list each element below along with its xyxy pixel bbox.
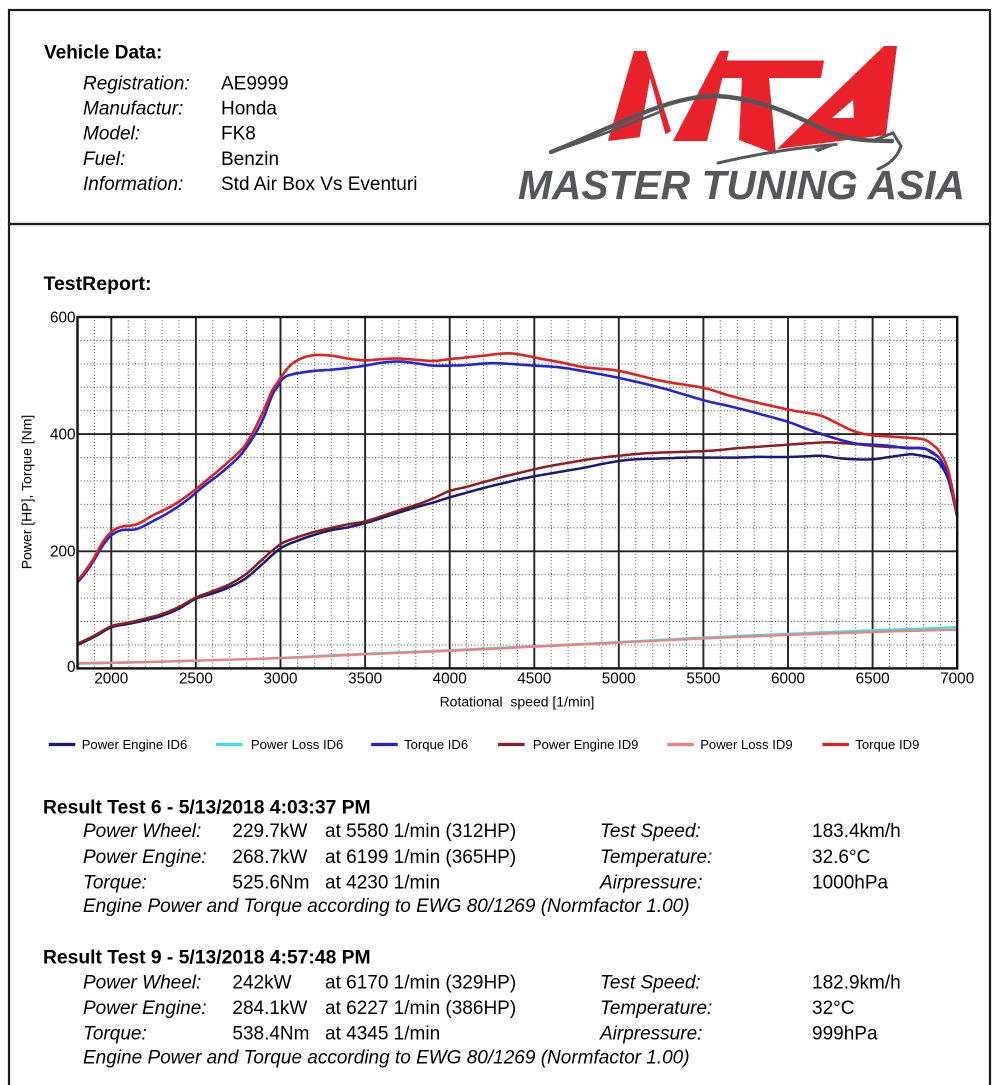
svg-text:538.4Nm: 538.4Nm	[232, 1024, 309, 1045]
svg-text:Airpressure:: Airpressure:	[599, 1024, 702, 1045]
svg-text:Power Engine:: Power Engine:	[83, 847, 207, 868]
svg-text:242kW: 242kW	[232, 973, 291, 994]
svg-text:TestReport:: TestReport:	[44, 273, 152, 295]
svg-text:1000hPa: 1000hPa	[812, 873, 889, 894]
svg-text:32°C: 32°C	[812, 998, 854, 1019]
svg-text:Test Speed:: Test Speed:	[600, 821, 701, 842]
svg-text:Honda: Honda	[221, 99, 277, 120]
svg-text:Model:: Model:	[83, 124, 140, 145]
svg-text:Torque:: Torque:	[83, 1024, 147, 1045]
svg-text:at 5580 1/min (312HP): at 5580 1/min (312HP)	[325, 821, 516, 842]
svg-text:at 6227 1/min (386HP): at 6227 1/min (386HP)	[325, 998, 516, 1019]
svg-text:Power Engine ID9: Power Engine ID9	[533, 737, 639, 752]
svg-text:Temperature:: Temperature:	[600, 998, 712, 1019]
svg-text:Benzin: Benzin	[221, 149, 279, 170]
svg-text:Power Loss ID6: Power Loss ID6	[251, 737, 343, 752]
svg-text:Power Wheel:: Power Wheel:	[83, 973, 201, 994]
svg-text:Power [HP], Torque [Nm]: Power [HP], Torque [Nm]	[19, 415, 35, 570]
svg-text:525.6Nm: 525.6Nm	[232, 873, 309, 894]
svg-text:Result Test 6 - 5/13/2018 4:03: Result Test 6 - 5/13/2018 4:03:37 PM	[43, 798, 371, 819]
svg-text:Power Loss ID9: Power Loss ID9	[700, 737, 792, 752]
svg-text:600: 600	[50, 309, 76, 326]
svg-text:0: 0	[67, 659, 76, 676]
svg-text:AE9999: AE9999	[221, 73, 289, 94]
svg-text:7000: 7000	[940, 671, 974, 688]
svg-text:at 6170 1/min (329HP): at 6170 1/min (329HP)	[325, 973, 516, 994]
svg-text:999hPa: 999hPa	[812, 1024, 878, 1045]
svg-text:Std Air Box Vs Eventuri: Std Air Box Vs Eventuri	[221, 174, 417, 195]
svg-text:32.6°C: 32.6°C	[812, 847, 870, 868]
svg-text:Torque ID9: Torque ID9	[855, 737, 919, 752]
svg-text:FK8: FK8	[221, 124, 256, 145]
svg-text:Information:: Information:	[83, 174, 183, 195]
svg-text:Result Test 9 - 5/13/2018 4:57: Result Test 9 - 5/13/2018 4:57:48 PM	[43, 948, 371, 969]
svg-text:229.7kW: 229.7kW	[232, 821, 307, 842]
svg-text:200: 200	[50, 544, 76, 561]
svg-text:3500: 3500	[348, 671, 382, 688]
svg-text:6000: 6000	[771, 671, 805, 688]
svg-text:4000: 4000	[433, 671, 467, 688]
svg-text:at 4230 1/min: at 4230 1/min	[325, 873, 440, 894]
svg-text:2000: 2000	[94, 671, 128, 688]
svg-text:at 6199 1/min (365HP): at 6199 1/min (365HP)	[325, 847, 516, 868]
svg-text:Registration:: Registration:	[83, 73, 190, 94]
svg-text:4500: 4500	[517, 671, 551, 688]
svg-text:at 4345 1/min: at 4345 1/min	[325, 1024, 440, 1045]
svg-text:284.1kW: 284.1kW	[232, 998, 307, 1019]
svg-text:268.7kW: 268.7kW	[232, 847, 307, 868]
svg-text:183.4km/h: 183.4km/h	[812, 821, 901, 842]
svg-text:5000: 5000	[602, 671, 636, 688]
svg-text:Power Wheel:: Power Wheel:	[83, 821, 201, 842]
svg-text:Fuel:: Fuel:	[83, 149, 125, 170]
svg-text:Airpressure:: Airpressure:	[599, 873, 702, 894]
svg-text:Temperature:: Temperature:	[600, 847, 712, 868]
svg-text:400: 400	[50, 427, 76, 444]
svg-text:5500: 5500	[686, 671, 720, 688]
svg-text:MASTER TUNING ASIA: MASTER TUNING ASIA	[518, 162, 965, 208]
svg-text:Engine Power and Torque accord: Engine Power and Torque according to EWG…	[83, 896, 690, 917]
svg-text:182.9km/h: 182.9km/h	[812, 973, 901, 994]
svg-text:Engine Power and Torque accord: Engine Power and Torque according to EWG…	[83, 1048, 690, 1069]
svg-text:2500: 2500	[179, 671, 213, 688]
svg-text:Torque:: Torque:	[83, 873, 147, 894]
svg-text:Test Speed:: Test Speed:	[600, 973, 701, 994]
svg-text:Vehicle Data:: Vehicle Data:	[44, 43, 162, 64]
svg-text:6500: 6500	[856, 671, 890, 688]
svg-text:Rotational speed [1/min]: Rotational speed [1/min]	[440, 694, 595, 710]
svg-text:Manufactur:: Manufactur:	[83, 99, 183, 120]
svg-text:Power Engine:: Power Engine:	[83, 998, 207, 1019]
svg-text:Torque ID6: Torque ID6	[404, 737, 468, 752]
svg-text:3000: 3000	[263, 671, 297, 688]
svg-text:Power Engine ID6: Power Engine ID6	[82, 737, 188, 752]
